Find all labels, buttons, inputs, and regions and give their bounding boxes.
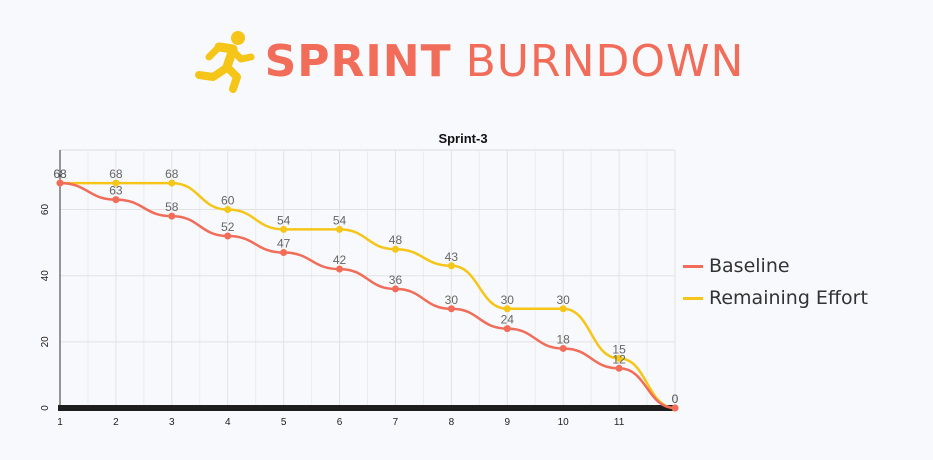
data-label-remaining-effort: 68 [109,167,123,181]
x-tick-label: 1 [57,417,63,428]
data-label-remaining-effort: 60 [221,194,235,208]
data-label-baseline: 18 [557,332,571,346]
data-point-baseline [112,196,120,204]
data-point-remaining-effort [503,305,511,313]
y-tick-label: 60 [40,204,51,216]
data-label-remaining-effort: 54 [333,213,347,227]
data-point-baseline [391,285,399,293]
data-point-baseline [447,305,455,313]
legend-swatch-remaining-effort [683,296,703,300]
series-line-baseline [59,181,676,410]
data-label-remaining-effort: 30 [501,293,515,307]
data-label-baseline: 30 [445,293,459,307]
y-tick-label: 0 [40,405,51,411]
data-point-remaining-effort [112,179,120,187]
data-label-remaining-effort: 30 [557,293,571,307]
data-label-baseline: 47 [277,237,291,251]
x-tick-label: 4 [225,417,231,428]
data-label-baseline: 36 [389,273,403,287]
y-tick-label: 40 [40,270,51,282]
data-label-baseline: 68 [53,167,67,181]
x-tick-label: 9 [504,417,510,428]
data-label-baseline: 52 [221,220,235,234]
data-point-baseline [503,325,511,333]
data-label-baseline: 0 [672,392,679,406]
data-point-remaining-effort [280,225,288,233]
legend-label-baseline: Baseline [709,255,790,277]
x-tick-label: 7 [393,417,399,428]
legend-label-remaining-effort: Remaining Effort [709,287,868,309]
data-point-remaining-effort [336,225,344,233]
data-point-remaining-effort [615,354,623,362]
chart-legend: Baseline Remaining Effort [683,250,868,314]
data-point-remaining-effort [224,206,232,214]
x-tick-label: 6 [337,417,343,428]
y-tick-label: 20 [40,336,51,348]
data-label-baseline: 63 [109,184,123,198]
data-label-remaining-effort: 15 [612,342,626,356]
data-point-baseline [615,364,623,372]
page-title-bold: SPRINT [264,35,452,87]
data-point-baseline [559,344,567,352]
data-label-remaining-effort: 43 [445,250,459,264]
chart-title: Sprint-3 [438,131,487,146]
data-label-remaining-effort: 68 [53,167,67,181]
chart-series [56,179,679,412]
x-tick-label: 10 [558,417,570,428]
data-point-remaining-effort [559,305,567,313]
data-point-baseline [671,404,679,412]
legend-item-remaining-effort[interactable]: Remaining Effort [683,282,868,314]
x-tick-label: 3 [169,417,175,428]
x-tick-label: 5 [281,417,287,428]
data-label-baseline: 58 [165,200,179,214]
runner-icon [194,31,255,93]
data-label-baseline: 12 [612,352,626,366]
x-tick-label: 8 [449,417,455,428]
data-point-baseline [224,232,232,240]
x-tick-label: 11 [614,417,625,428]
data-point-remaining-effort [391,245,399,253]
x-tick-label: 2 [113,417,119,428]
page-title-light: BURNDOWN [465,35,745,87]
data-point-baseline [56,179,64,187]
data-point-remaining-effort [447,262,455,270]
legend-item-baseline[interactable]: Baseline [683,250,868,282]
data-label-baseline: 42 [333,253,347,267]
data-point-baseline [280,249,288,257]
legend-swatch-baseline [683,264,703,268]
data-label-remaining-effort: 54 [277,213,291,227]
data-point-remaining-effort [168,179,176,187]
page-header: SPRINT BURNDOWN [0,26,933,96]
data-label-remaining-effort: 0 [672,392,679,406]
data-label-baseline: 24 [501,313,515,327]
data-label-remaining-effort: 68 [165,167,179,181]
data-point-baseline [336,265,344,273]
data-point-baseline [168,212,176,220]
data-label-remaining-effort: 48 [389,233,403,247]
